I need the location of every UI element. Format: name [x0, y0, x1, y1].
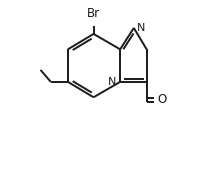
- Text: Br: Br: [87, 7, 100, 20]
- Text: N: N: [136, 23, 145, 33]
- Text: O: O: [157, 93, 166, 106]
- Text: N: N: [108, 77, 116, 87]
